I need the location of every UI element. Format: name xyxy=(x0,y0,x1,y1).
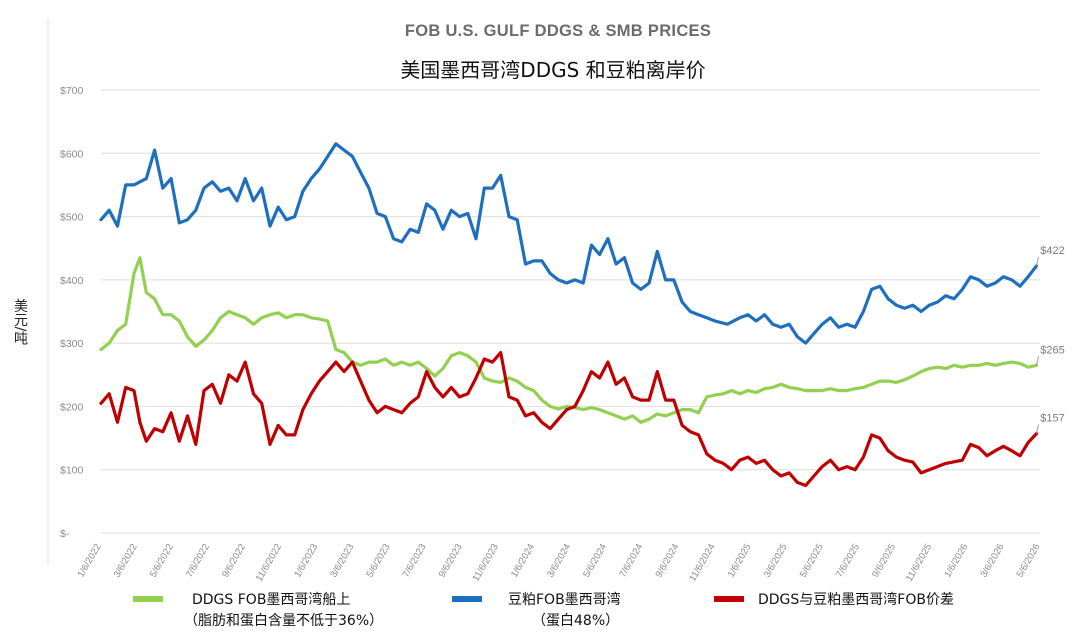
gridlines xyxy=(101,89,1040,534)
legend-label: DDGS与豆粕墨西哥湾FOB价差 xyxy=(758,591,954,608)
x-tick-label: 11/6/2024 xyxy=(687,542,717,583)
x-tick-label: 11/6/2022 xyxy=(254,542,284,583)
x-tick-label: 3/6/2025 xyxy=(762,542,790,580)
series-line xyxy=(99,142,1039,345)
y-tick-label: $400 xyxy=(60,275,84,287)
x-tick-label: 7/6/2024 xyxy=(617,542,645,580)
x-tick-label: 1/6/2024 xyxy=(509,542,537,580)
end-label-leader xyxy=(1035,424,1039,434)
x-tick-label: 5/6/2025 xyxy=(798,542,826,580)
legend-swatch xyxy=(714,596,744,602)
y-tick-label: $100 xyxy=(60,465,84,477)
x-tick-label: 1/6/2022 xyxy=(76,542,104,580)
x-tick-label: 1/6/2026 xyxy=(942,542,970,580)
x-tick-label: 5/6/2026 xyxy=(1015,542,1043,580)
x-tick-label: 9/6/2023 xyxy=(437,542,465,580)
y-axis-label: 美元/吨 xyxy=(12,299,28,346)
y-tick-label: $600 xyxy=(60,148,84,160)
x-tick-label: 3/6/2024 xyxy=(545,542,573,580)
x-tick-label: 5/6/2023 xyxy=(365,542,393,580)
x-tick-label: 1/6/2023 xyxy=(292,542,320,580)
x-tick-label: 11/6/2023 xyxy=(471,542,501,583)
y-tick-label: $- xyxy=(60,528,70,540)
legend-label: DDGS FOB墨西哥湾船上 xyxy=(192,591,350,608)
x-tick-label: 7/6/2022 xyxy=(184,542,212,580)
end-label: $265 xyxy=(1040,344,1064,356)
x-tick-label: 11/6/2025 xyxy=(904,542,934,583)
x-tick-label: 1/6/2025 xyxy=(726,542,754,580)
legend-swatch xyxy=(133,596,163,602)
end-label-leader xyxy=(1035,356,1039,366)
y-tick-label: $700 xyxy=(60,85,84,97)
x-tick-label: 9/6/2022 xyxy=(220,542,248,580)
chart-subtitle: 美国墨西哥湾DDGS 和豆粕离岸价 xyxy=(400,58,705,82)
x-tick-labels: 1/6/2022 3/6/2022 5/6/2022 7/6/2022 9/6/2022… xyxy=(76,542,1043,583)
end-label: $422 xyxy=(1040,245,1064,257)
legend-label: 豆粕FOB墨西哥湾 xyxy=(508,591,621,608)
x-tick-label: 3/6/2023 xyxy=(328,542,356,580)
x-tick-label: 3/6/2022 xyxy=(112,542,140,580)
legend-swatch xyxy=(452,596,482,602)
x-tick-label: 7/6/2023 xyxy=(401,542,429,580)
y-tick-label: $200 xyxy=(60,401,84,413)
series-line xyxy=(99,351,1039,488)
legend-label-line2: （蛋白48%） xyxy=(532,613,619,629)
end-label: $157 xyxy=(1040,413,1064,425)
legend-label-line2: （脂肪和蛋白含量不低于36%） xyxy=(184,613,383,629)
series-lines xyxy=(99,142,1039,488)
y-tick-label: $300 xyxy=(60,338,84,350)
x-tick-label: 9/6/2025 xyxy=(870,542,898,580)
end-labels: $265 $157 $422 xyxy=(1035,245,1065,434)
x-tick-label: 5/6/2022 xyxy=(148,542,176,580)
x-tick-label: 7/6/2025 xyxy=(834,542,862,580)
x-tick-label: 3/6/2026 xyxy=(978,542,1006,580)
y-tick-label: $500 xyxy=(60,212,84,224)
end-label-leader xyxy=(1035,256,1039,267)
legend: DDGS FOB墨西哥湾船上 （脂肪和蛋白含量不低于36%） 豆粕FOB墨西哥湾 （蛋… xyxy=(133,591,954,629)
series-line xyxy=(99,256,1039,424)
y-tick-labels: $- $100 $200 $300 $400 $500 $600 $700 xyxy=(60,85,84,540)
chart-title: FOB U.S. GULF DDGS & SMB PRICES xyxy=(405,22,711,40)
x-tick-label: 9/6/2024 xyxy=(653,542,681,580)
x-tick-label: 5/6/2024 xyxy=(581,542,609,580)
